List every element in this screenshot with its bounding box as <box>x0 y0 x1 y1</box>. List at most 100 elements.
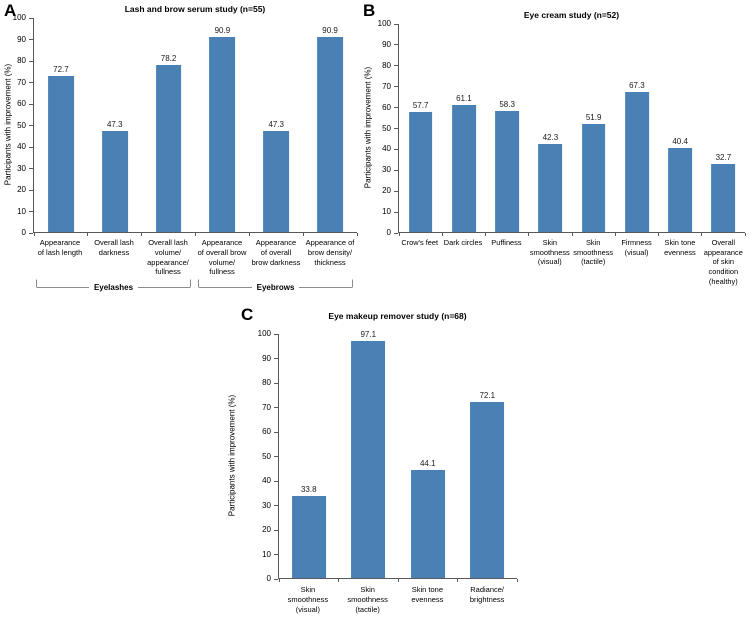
bar-column: 40.4 <box>659 24 702 232</box>
bar <box>410 470 445 578</box>
y-tick-mark <box>29 39 33 40</box>
bar-value-label: 57.7 <box>412 100 429 110</box>
bar-value-label: 40.4 <box>672 136 688 146</box>
y-tick-label: 90 <box>382 39 391 49</box>
y-axis-title: Participants with improvement (%) <box>227 394 237 517</box>
y-tick-mark <box>274 431 278 433</box>
bar-column: 51.9 <box>572 24 615 232</box>
group-bracket: Eyebrows <box>198 279 354 295</box>
bar <box>495 110 520 232</box>
y-tick-label: 100 <box>257 329 271 338</box>
category-label: Puffiness <box>491 238 522 247</box>
y-axis: 0 10 20 30 40 50 60 70 80 90 100 <box>248 330 278 583</box>
y-tick-mark <box>274 456 278 457</box>
y-tick-label: 70 <box>382 81 391 91</box>
y-tick-label: 0 <box>21 228 26 237</box>
y-tick-mark <box>394 128 398 129</box>
x-tick-mark <box>338 579 339 582</box>
bar-column: 90.9 <box>195 18 249 232</box>
x-tick-mark <box>658 233 659 236</box>
y-tick-label: 50 <box>17 120 26 130</box>
bar-column: 67.3 <box>615 24 658 232</box>
y-tick-mark <box>29 211 33 212</box>
bar-value-label: 61.1 <box>456 93 472 103</box>
y-tick-mark <box>394 107 398 109</box>
bar-value-label: 32.7 <box>715 152 732 162</box>
y-tick-label: 0 <box>266 574 271 583</box>
bar <box>209 37 236 232</box>
y-tick-label: 10 <box>17 206 26 216</box>
bar-value-label: 51.9 <box>585 113 602 123</box>
category-label: Skin tone evenness <box>411 585 444 604</box>
panel-a: A Lash and brow serum study (n=55) Parti… <box>2 2 374 304</box>
y-tick-label: 40 <box>382 144 391 154</box>
bracket-line <box>138 286 191 288</box>
bar <box>291 495 326 578</box>
x-tick-mark <box>356 233 358 236</box>
plot-area: 57.7 61.1 58.3 42.3 51.9 67.3 40.4 32.7 <box>398 24 746 236</box>
category-label: Overall appearance of skin condition (he… <box>703 238 743 286</box>
bar <box>351 341 386 578</box>
chart-title-b: Eye cream study (n=52) <box>523 10 620 20</box>
bar <box>470 402 505 578</box>
bar <box>711 163 736 232</box>
y-tick-mark <box>274 407 278 408</box>
y-tick-mark <box>29 82 33 83</box>
group-label: Eyebrows <box>256 282 295 292</box>
y-tick-label: 40 <box>17 142 26 151</box>
category-label: Overall lash darkness <box>94 238 134 257</box>
bar-value-label: 78.2 <box>160 53 177 63</box>
chart-title-a: Lash and brow serum study (n=55) <box>124 4 266 14</box>
bar <box>538 144 563 232</box>
category-label: Appearance of brow density/ thickness <box>305 238 355 267</box>
bracket-end-tick <box>190 279 192 288</box>
panel-letter-a: A <box>4 1 17 20</box>
category-label: Skin smoothness (tactile) <box>347 585 388 614</box>
bar-value-label: 90.9 <box>322 26 338 36</box>
bar-value-label: 47.3 <box>268 119 285 129</box>
x-tick-mark <box>485 233 486 236</box>
bar-column: 57.7 <box>399 24 442 232</box>
y-tick-mark <box>274 554 278 555</box>
y-tick-mark <box>29 125 33 126</box>
y-tick-mark <box>394 86 398 88</box>
bar-column: 32.7 <box>702 24 745 232</box>
bar <box>47 76 74 232</box>
y-tick-mark <box>394 44 398 46</box>
x-tick-mark <box>141 233 143 236</box>
y-tick-label: 50 <box>262 451 271 461</box>
bracket-line <box>37 286 89 288</box>
y-tick-mark <box>394 23 398 25</box>
bar-value-label: 72.7 <box>53 65 69 75</box>
x-tick-mark <box>614 233 616 236</box>
bar-column: 61.1 <box>442 24 485 232</box>
category-label: Skin smoothness (tactile) <box>573 238 614 267</box>
group-label: Eyelashes <box>93 282 134 292</box>
bar-column: 97.1 <box>339 330 399 578</box>
x-tick-mark <box>33 233 35 236</box>
bar <box>624 92 649 232</box>
y-tick-mark <box>274 333 278 335</box>
x-tick-mark <box>571 233 573 236</box>
bar-column: 78.2 <box>142 18 196 232</box>
y-tick-mark <box>394 211 398 213</box>
x-tick-mark <box>457 579 458 582</box>
bar <box>581 124 606 232</box>
chart-title-c: Eye makeup remover study (n=68) <box>328 311 467 321</box>
category-label: Appearance of lash length <box>37 238 83 257</box>
y-tick-label: 30 <box>262 500 271 510</box>
x-axis-labels: Crow's feet Dark circles Puffiness Skin smo… <box>398 238 745 286</box>
bar-value-label: 97.1 <box>360 330 377 340</box>
bar-column: 58.3 <box>486 24 529 232</box>
category-label: Overall lash volume/ appearance/ fullnes… <box>147 238 189 277</box>
y-tick-label: 20 <box>262 525 271 534</box>
y-tick-label: 60 <box>17 99 26 108</box>
plot-area: 33.8 97.1 44.1 72.1 <box>278 330 518 582</box>
x-tick-mark <box>701 233 703 236</box>
y-tick-label: 90 <box>262 353 271 363</box>
y-tick-label: 40 <box>262 476 271 485</box>
x-tick-mark <box>398 233 400 236</box>
bar-value-label: 44.1 <box>419 459 436 469</box>
bar-column: 33.8 <box>279 334 339 578</box>
category-label: Appearance of overall brow darkness <box>251 238 301 267</box>
